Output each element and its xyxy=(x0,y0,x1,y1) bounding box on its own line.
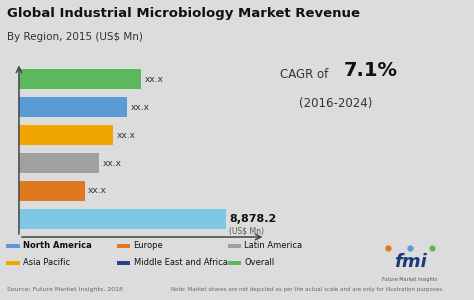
Text: By Region, 2015 (US$ Mn): By Region, 2015 (US$ Mn) xyxy=(7,32,143,41)
Bar xyxy=(6,261,19,265)
Bar xyxy=(6,244,19,248)
Text: 7.1%: 7.1% xyxy=(344,61,398,80)
Text: CAGR of: CAGR of xyxy=(280,68,332,81)
Bar xyxy=(19,69,141,89)
Text: Asia Pacific: Asia Pacific xyxy=(23,258,70,267)
Text: xx.x: xx.x xyxy=(102,158,121,167)
Bar xyxy=(19,153,99,173)
Bar xyxy=(117,261,130,265)
Text: Latin America: Latin America xyxy=(244,241,302,250)
Text: North America: North America xyxy=(23,241,92,250)
Text: xx.x: xx.x xyxy=(117,130,136,140)
Text: Europe: Europe xyxy=(134,241,164,250)
Text: (2016-2024): (2016-2024) xyxy=(299,97,372,110)
Bar xyxy=(117,244,130,248)
Text: xx.x: xx.x xyxy=(130,103,149,112)
Text: Future Market Insights: Future Market Insights xyxy=(383,278,438,283)
Text: xx.x: xx.x xyxy=(145,75,164,84)
Bar xyxy=(228,244,241,248)
Text: Source: Future Market Insights, 2018: Source: Future Market Insights, 2018 xyxy=(7,287,123,292)
Text: 8,878.2: 8,878.2 xyxy=(229,214,276,224)
Text: Middle East and Africa: Middle East and Africa xyxy=(134,258,228,267)
Text: Note: Market shares are not depicted as per the actual scale and are only for il: Note: Market shares are not depicted as … xyxy=(171,287,443,292)
Bar xyxy=(228,261,241,265)
Text: fmi: fmi xyxy=(393,253,427,271)
Text: Overall: Overall xyxy=(244,258,274,267)
Text: (US$ Mn): (US$ Mn) xyxy=(229,227,264,236)
Text: xx.x: xx.x xyxy=(88,187,107,196)
Bar xyxy=(19,97,127,117)
Bar xyxy=(19,209,226,229)
Bar xyxy=(19,181,85,201)
Text: Global Industrial Microbiology Market Revenue: Global Industrial Microbiology Market Re… xyxy=(7,8,360,20)
Bar xyxy=(19,125,113,145)
